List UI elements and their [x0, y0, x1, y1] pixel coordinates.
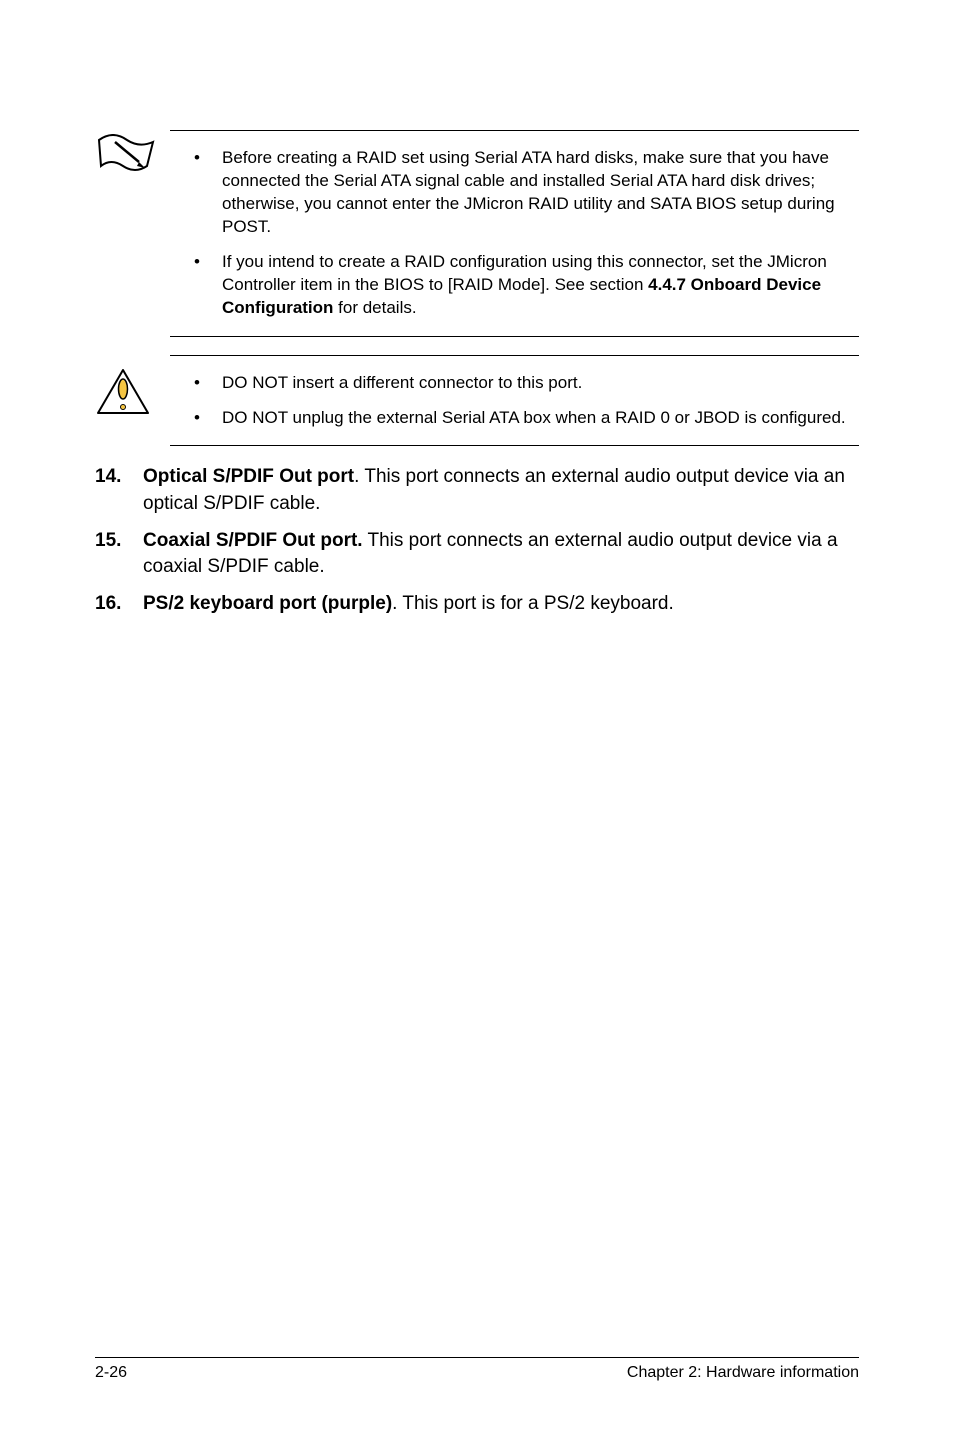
item-bold: Optical S/PDIF Out port [143, 466, 354, 487]
warning-text: DO NOT insert a different connector to t… [222, 373, 582, 392]
warning-icon [95, 367, 151, 417]
warning-icon-cell [95, 355, 170, 447]
item-bold: Coaxial S/PDIF Out port. [143, 530, 363, 551]
warning-content: DO NOT insert a different connector to t… [170, 355, 859, 447]
item-post: . This port is for a PS/2 keyboard. [392, 593, 674, 614]
list-item: 15. Coaxial S/PDIF Out port. This port c… [95, 528, 859, 581]
warning-item: DO NOT insert a different connector to t… [194, 372, 859, 395]
note-item: Before creating a RAID set using Serial … [194, 147, 859, 239]
warning-item: DO NOT unplug the external Serial ATA bo… [194, 407, 859, 430]
chapter-label: Chapter 2: Hardware information [627, 1364, 859, 1382]
note-list: Before creating a RAID set using Serial … [170, 147, 859, 320]
item-number: 16. [95, 591, 143, 618]
item-text: Optical S/PDIF Out port. This port conne… [143, 464, 859, 517]
item-text: PS/2 keyboard port (purple). This port i… [143, 591, 859, 618]
item-number: 15. [95, 528, 143, 581]
note-text-post: for details. [333, 298, 416, 317]
note-content: Before creating a RAID set using Serial … [170, 130, 859, 337]
page-number: 2-26 [95, 1364, 127, 1382]
note-item: If you intend to create a RAID configura… [194, 251, 859, 320]
warning-list: DO NOT insert a different connector to t… [170, 372, 859, 430]
pencil-icon [95, 134, 157, 178]
footer: 2-26 Chapter 2: Hardware information [95, 1357, 859, 1382]
list-item: 16. PS/2 keyboard port (purple). This po… [95, 591, 859, 618]
warning-text: DO NOT unplug the external Serial ATA bo… [222, 408, 846, 427]
page: Before creating a RAID set using Serial … [0, 0, 954, 1438]
item-text: Coaxial S/PDIF Out port. This port conne… [143, 528, 859, 581]
item-bold: PS/2 keyboard port (purple) [143, 593, 392, 614]
note-icon-cell [95, 130, 170, 337]
note-block: Before creating a RAID set using Serial … [95, 130, 859, 337]
item-number: 14. [95, 464, 143, 517]
main-list: 14. Optical S/PDIF Out port. This port c… [95, 464, 859, 617]
list-item: 14. Optical S/PDIF Out port. This port c… [95, 464, 859, 517]
warning-block: DO NOT insert a different connector to t… [95, 355, 859, 447]
note-text: Before creating a RAID set using Serial … [222, 148, 835, 236]
